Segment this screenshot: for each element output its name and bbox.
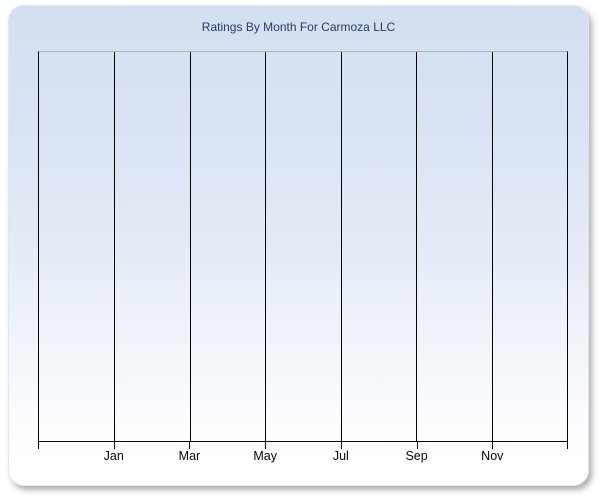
x-axis-label: Mar [178, 449, 201, 463]
vertical-gridline [114, 52, 116, 441]
x-axis-labels: Jan Mar May Jul Sep Nov [38, 449, 568, 465]
x-axis-tick [416, 442, 418, 449]
x-axis-tick [492, 442, 494, 449]
x-axis-tick [265, 442, 267, 449]
x-axis-tick [567, 442, 568, 449]
x-axis-tick [340, 442, 342, 449]
x-axis-label: Nov [481, 449, 504, 463]
vertical-gridline [189, 52, 191, 441]
x-axis-label: Sep [405, 449, 428, 463]
chart-card: Ratings By Month For Carmoza LLC Jan Mar… [8, 5, 589, 486]
vertical-gridline [265, 52, 267, 441]
x-axis-tick [38, 442, 39, 449]
vertical-gridline [416, 52, 418, 441]
x-axis-label: Jan [103, 449, 124, 463]
x-axis-label: Jul [332, 449, 349, 463]
x-axis-ticks [38, 442, 568, 449]
x-axis-tick [113, 442, 115, 449]
chart-title: Ratings By Month For Carmoza LLC [201, 20, 396, 34]
x-axis-tick [189, 442, 191, 449]
x-axis-label: May [253, 449, 277, 463]
plot-area [38, 51, 568, 442]
vertical-gridline [491, 52, 493, 441]
vertical-gridline [340, 52, 342, 441]
